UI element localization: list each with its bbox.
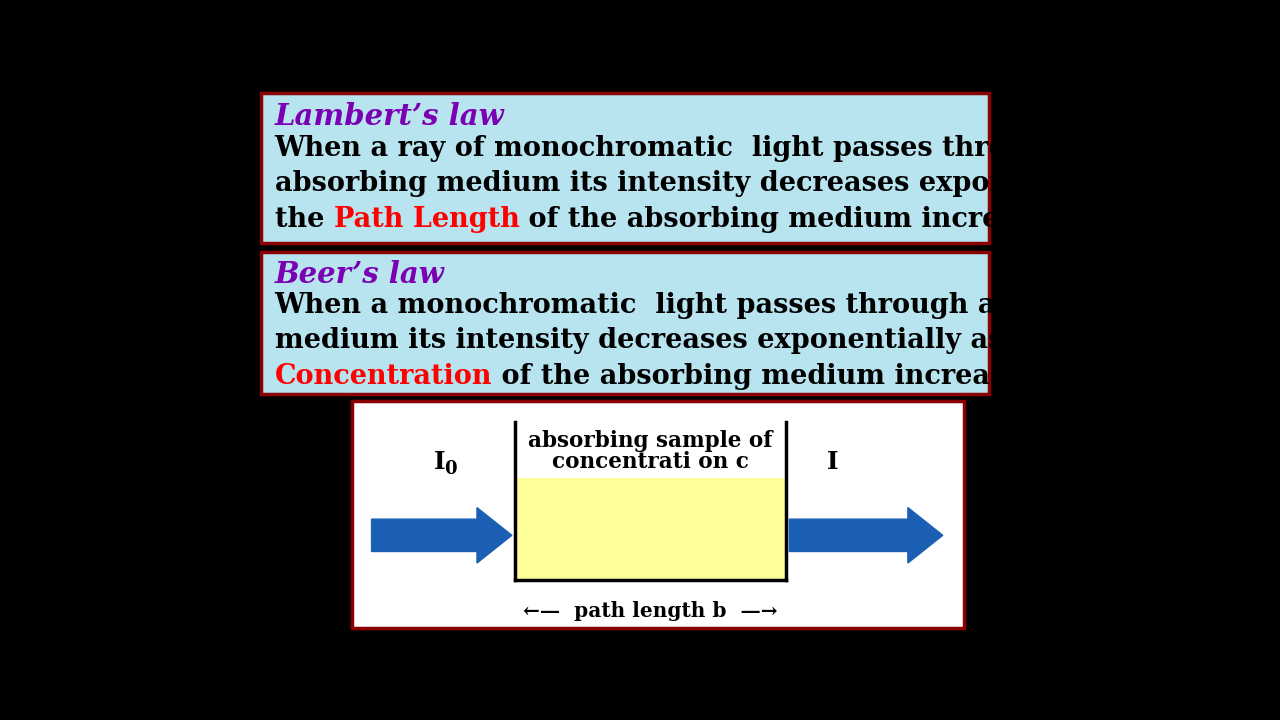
Text: When a monochromatic  light passes through an absorbing: When a monochromatic light passes throug…	[275, 292, 1178, 319]
Text: Beer’s law: Beer’s law	[275, 260, 444, 289]
Text: the: the	[275, 206, 334, 233]
Text: Concentration: Concentration	[275, 363, 493, 390]
FancyArrow shape	[790, 508, 943, 563]
Text: I: I	[827, 450, 838, 474]
Text: Path Length: Path Length	[334, 206, 520, 233]
Bar	[352, 400, 964, 628]
Text: Lambert’s law: Lambert’s law	[275, 102, 504, 131]
Text: of the absorbing medium increases.: of the absorbing medium increases.	[493, 363, 1047, 390]
Text: When a ray of monochromatic  light passes through an: When a ray of monochromatic light passes…	[275, 135, 1112, 162]
Bar	[515, 477, 786, 580]
Text: absorbing sample of: absorbing sample of	[529, 430, 773, 452]
Text: 0: 0	[444, 459, 457, 477]
Text: of the absorbing medium increases.: of the absorbing medium increases.	[520, 206, 1075, 233]
Text: absorbing medium its intensity decreases exponentially as: absorbing medium its intensity decreases…	[275, 171, 1165, 197]
Text: ←—  path length b  —→: ←— path length b —→	[524, 600, 778, 621]
Bar	[261, 93, 989, 243]
FancyArrow shape	[371, 508, 512, 563]
Text: I: I	[434, 450, 445, 474]
Bar	[261, 252, 989, 395]
Text: concentrati on c: concentrati on c	[552, 451, 749, 473]
Text: medium its intensity decreases exponentially as the: medium its intensity decreases exponenti…	[275, 328, 1062, 354]
